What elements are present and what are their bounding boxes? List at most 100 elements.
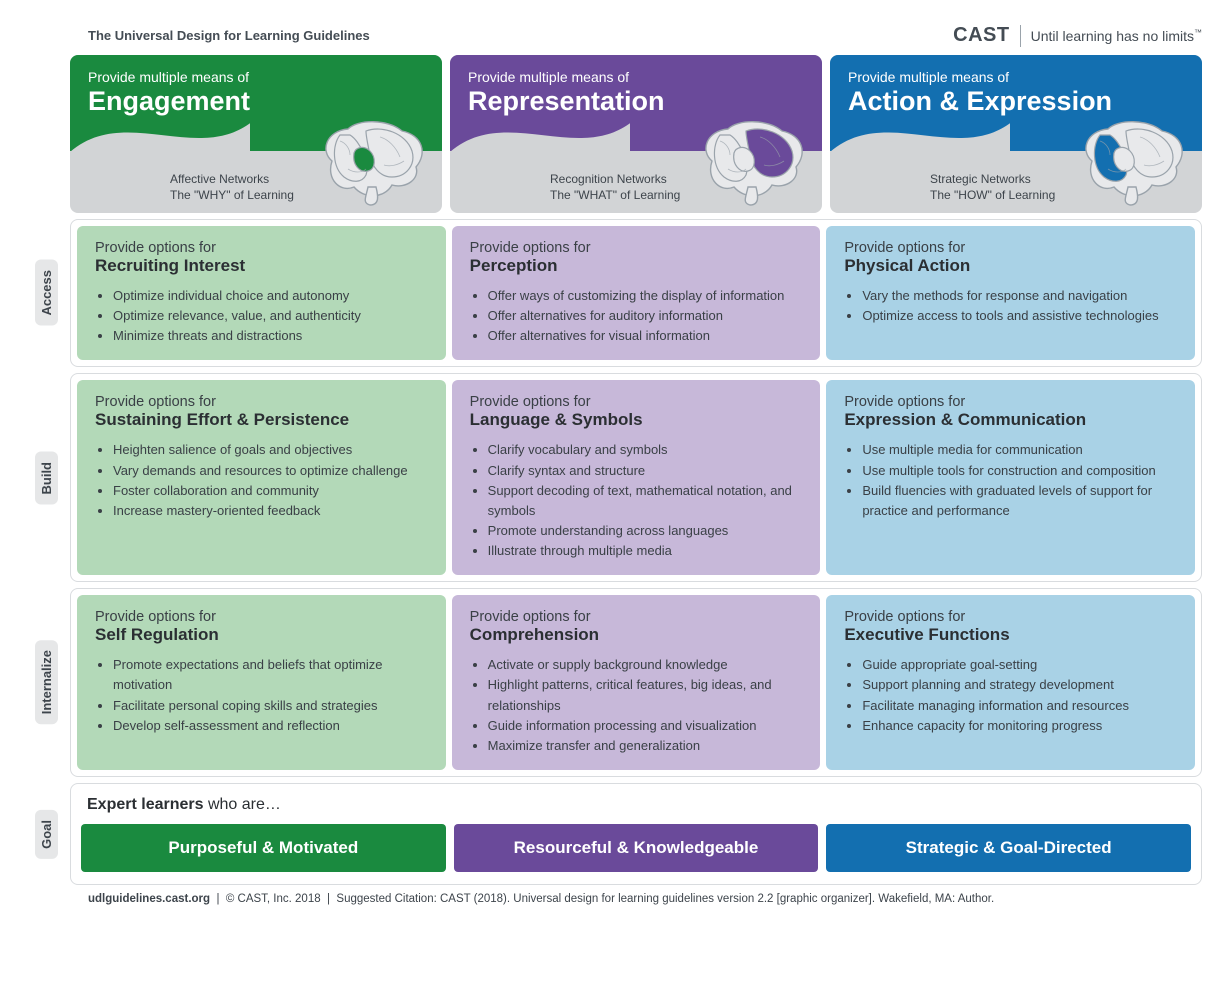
header-network-text: Recognition NetworksThe "WHAT" of Learni…	[550, 171, 680, 203]
cell-title: Perception	[470, 256, 803, 276]
cell-bullets: Vary the methods for response and naviga…	[844, 286, 1177, 326]
header-network-text: Strategic NetworksThe "HOW" of Learning	[930, 171, 1055, 203]
guideline-bullet: Offer alternatives for visual informatio…	[488, 326, 803, 346]
cell-lead: Provide options for	[470, 240, 803, 256]
goal-pill-engagement: Purposeful & Motivated	[81, 824, 446, 872]
guideline-bullet: Use multiple tools for construction and …	[862, 461, 1177, 481]
cell-bullets: Optimize individual choice and autonomyO…	[95, 286, 428, 346]
cell-access-engagement: Provide options for Recruiting Interest …	[77, 226, 446, 360]
cell-bullets: Heighten salience of goals and objective…	[95, 440, 428, 521]
cell-title: Executive Functions	[844, 625, 1177, 645]
page-title: The Universal Design for Learning Guidel…	[88, 28, 370, 43]
guideline-bullet: Develop self-assessment and reflection	[113, 716, 428, 736]
brand-tagline: Until learning has no limits	[1031, 28, 1202, 44]
main-grid: Provide multiple means of Engagement Aff…	[28, 55, 1202, 885]
header-title: Action & Expression	[848, 87, 1184, 117]
cell-bullets: Clarify vocabulary and symbolsClarify sy…	[470, 440, 803, 561]
header-network-text: Affective NetworksThe "WHY" of Learning	[170, 171, 294, 203]
row-label-internalize: Internalize	[28, 588, 64, 777]
cell-lead: Provide options for	[844, 394, 1177, 410]
cell-access-action: Provide options for Physical Action Vary…	[826, 226, 1195, 360]
guideline-bullet: Foster collaboration and community	[113, 481, 428, 501]
cell-lead: Provide options for	[844, 609, 1177, 625]
footer-citation: udlguidelines.cast.org | © CAST, Inc. 20…	[28, 893, 1202, 905]
cell-title: Recruiting Interest	[95, 256, 428, 276]
guideline-bullet: Offer alternatives for auditory informat…	[488, 306, 803, 326]
guideline-bullet: Promote understanding across languages	[488, 521, 803, 541]
brand-logo-text: CAST	[953, 24, 1009, 47]
cell-bullets: Use multiple media for communicationUse …	[844, 440, 1177, 521]
cell-access-representation: Provide options for Perception Offer way…	[452, 226, 821, 360]
guideline-bullet: Maximize transfer and generalization	[488, 736, 803, 756]
guideline-bullet: Illustrate through multiple media	[488, 541, 803, 561]
cell-build-engagement: Provide options for Sustaining Effort & …	[77, 380, 446, 575]
guideline-bullet: Optimize individual choice and autonomy	[113, 286, 428, 306]
guideline-bullet: Guide information processing and visuali…	[488, 716, 803, 736]
row-label-build: Build	[28, 373, 64, 582]
guideline-bullet: Increase mastery-oriented feedback	[113, 501, 428, 521]
guideline-bullet: Vary the methods for response and naviga…	[862, 286, 1177, 306]
row-access: Provide options for Recruiting Interest …	[70, 219, 1202, 367]
row-label-access: Access	[28, 219, 64, 367]
guideline-bullet: Promote expectations and beliefs that op…	[113, 655, 428, 695]
cell-internalize-representation: Provide options for Comprehension Activa…	[452, 595, 821, 770]
cell-title: Sustaining Effort & Persistence	[95, 410, 428, 430]
cell-bullets: Activate or supply background knowledgeH…	[470, 655, 803, 756]
guideline-bullet: Support decoding of text, mathematical n…	[488, 481, 803, 521]
goal-pill-representation: Resourceful & Knowledgeable	[454, 824, 819, 872]
column-headers: Provide multiple means of Engagement Aff…	[70, 55, 1202, 213]
cell-lead: Provide options for	[844, 240, 1177, 256]
cell-internalize-action: Provide options for Executive Functions …	[826, 595, 1195, 770]
cell-title: Expression & Communication	[844, 410, 1177, 430]
cell-lead: Provide options for	[95, 609, 428, 625]
guideline-bullet: Build fluencies with graduated levels of…	[862, 481, 1177, 521]
guideline-bullet: Vary demands and resources to optimize c…	[113, 461, 428, 481]
header-engagement: Provide multiple means of Engagement Aff…	[70, 55, 442, 213]
brand-divider	[1020, 25, 1021, 47]
guideline-bullet: Heighten salience of goals and objective…	[113, 440, 428, 460]
header-representation: Provide multiple means of Representation…	[450, 55, 822, 213]
top-bar: The Universal Design for Learning Guidel…	[28, 24, 1202, 47]
row-goal: Expert learners who are… Purposeful & Mo…	[70, 783, 1202, 885]
udl-guidelines-infographic: The Universal Design for Learning Guidel…	[0, 0, 1230, 913]
cell-build-representation: Provide options for Language & Symbols C…	[452, 380, 821, 575]
row-build: Provide options for Sustaining Effort & …	[70, 373, 1202, 582]
row-internalize: Provide options for Self Regulation Prom…	[70, 588, 1202, 777]
header-prefix: Provide multiple means of	[88, 69, 424, 85]
guideline-bullet: Facilitate personal coping skills and st…	[113, 696, 428, 716]
guideline-bullet: Clarify vocabulary and symbols	[488, 440, 803, 460]
guideline-bullet: Clarify syntax and structure	[488, 461, 803, 481]
row-label-goal: Goal	[28, 783, 64, 885]
goal-pill-action: Strategic & Goal-Directed	[826, 824, 1191, 872]
guideline-bullet: Highlight patterns, critical features, b…	[488, 675, 803, 715]
cell-bullets: Offer ways of customizing the display of…	[470, 286, 803, 346]
header-title: Engagement	[88, 87, 424, 117]
cell-lead: Provide options for	[95, 240, 428, 256]
guideline-bullet: Support planning and strategy developmen…	[862, 675, 1177, 695]
cell-title: Comprehension	[470, 625, 803, 645]
goal-lead: Expert learners who are…	[87, 796, 1191, 814]
guideline-bullet: Guide appropriate goal-setting	[862, 655, 1177, 675]
guideline-bullet: Enhance capacity for monitoring progress	[862, 716, 1177, 736]
guideline-bullet: Minimize threats and distractions	[113, 326, 428, 346]
cell-bullets: Guide appropriate goal-settingSupport pl…	[844, 655, 1177, 736]
header-action: Provide multiple means of Action & Expre…	[830, 55, 1202, 213]
cell-title: Physical Action	[844, 256, 1177, 276]
cell-bullets: Promote expectations and beliefs that op…	[95, 655, 428, 736]
guideline-bullet: Activate or supply background knowledge	[488, 655, 803, 675]
brain-icon	[310, 117, 430, 207]
guideline-bullet: Facilitate managing information and reso…	[862, 696, 1177, 716]
cell-title: Self Regulation	[95, 625, 428, 645]
cell-internalize-engagement: Provide options for Self Regulation Prom…	[77, 595, 446, 770]
guideline-bullet: Optimize relevance, value, and authentic…	[113, 306, 428, 326]
header-title: Representation	[468, 87, 804, 117]
cell-title: Language & Symbols	[470, 410, 803, 430]
cell-lead: Provide options for	[95, 394, 428, 410]
cell-lead: Provide options for	[470, 609, 803, 625]
goal-pills: Purposeful & MotivatedResourceful & Know…	[81, 824, 1191, 872]
guideline-bullet: Offer ways of customizing the display of…	[488, 286, 803, 306]
brain-icon	[1070, 117, 1190, 207]
header-prefix: Provide multiple means of	[468, 69, 804, 85]
cell-build-action: Provide options for Expression & Communi…	[826, 380, 1195, 575]
guideline-bullet: Optimize access to tools and assistive t…	[862, 306, 1177, 326]
